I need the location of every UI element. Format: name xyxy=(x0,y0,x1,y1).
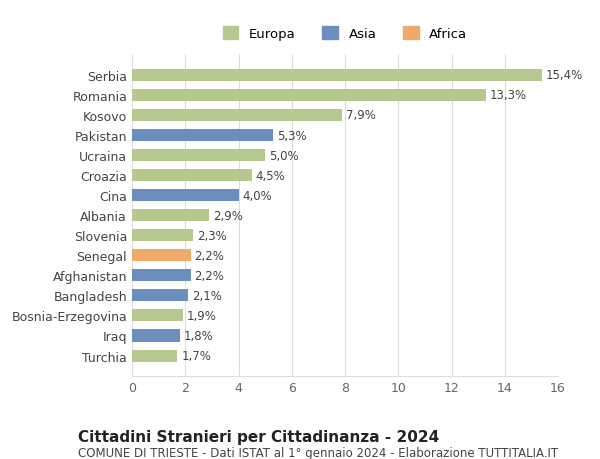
Text: 4,5%: 4,5% xyxy=(256,169,286,182)
Text: 5,0%: 5,0% xyxy=(269,149,299,162)
Bar xyxy=(132,90,486,102)
Text: 2,2%: 2,2% xyxy=(194,269,224,282)
Bar xyxy=(132,230,193,242)
Text: 2,1%: 2,1% xyxy=(192,289,222,302)
Bar xyxy=(132,350,177,362)
Bar xyxy=(132,150,265,162)
Bar xyxy=(132,130,273,142)
Text: 15,4%: 15,4% xyxy=(546,69,583,82)
Legend: Europa, Asia, Africa: Europa, Asia, Africa xyxy=(216,20,474,47)
Text: 5,3%: 5,3% xyxy=(277,129,307,142)
Bar xyxy=(132,170,252,182)
Bar xyxy=(132,290,188,302)
Bar xyxy=(132,310,182,322)
Bar xyxy=(132,70,542,82)
Bar xyxy=(132,110,343,122)
Text: Cittadini Stranieri per Cittadinanza - 2024: Cittadini Stranieri per Cittadinanza - 2… xyxy=(78,429,439,444)
Bar xyxy=(132,190,239,202)
Bar xyxy=(132,210,209,222)
Text: 1,8%: 1,8% xyxy=(184,329,214,342)
Text: 13,3%: 13,3% xyxy=(490,89,527,102)
Text: 1,7%: 1,7% xyxy=(181,349,211,362)
Bar xyxy=(132,330,180,342)
Bar xyxy=(132,270,191,282)
Text: 1,9%: 1,9% xyxy=(187,309,217,322)
Text: 4,0%: 4,0% xyxy=(242,189,272,202)
Text: COMUNE DI TRIESTE - Dati ISTAT al 1° gennaio 2024 - Elaborazione TUTTITALIA.IT: COMUNE DI TRIESTE - Dati ISTAT al 1° gen… xyxy=(78,446,558,459)
Text: 2,3%: 2,3% xyxy=(197,229,227,242)
Text: 2,9%: 2,9% xyxy=(213,209,243,222)
Text: 7,9%: 7,9% xyxy=(346,109,376,122)
Bar xyxy=(132,250,191,262)
Text: 2,2%: 2,2% xyxy=(194,249,224,262)
